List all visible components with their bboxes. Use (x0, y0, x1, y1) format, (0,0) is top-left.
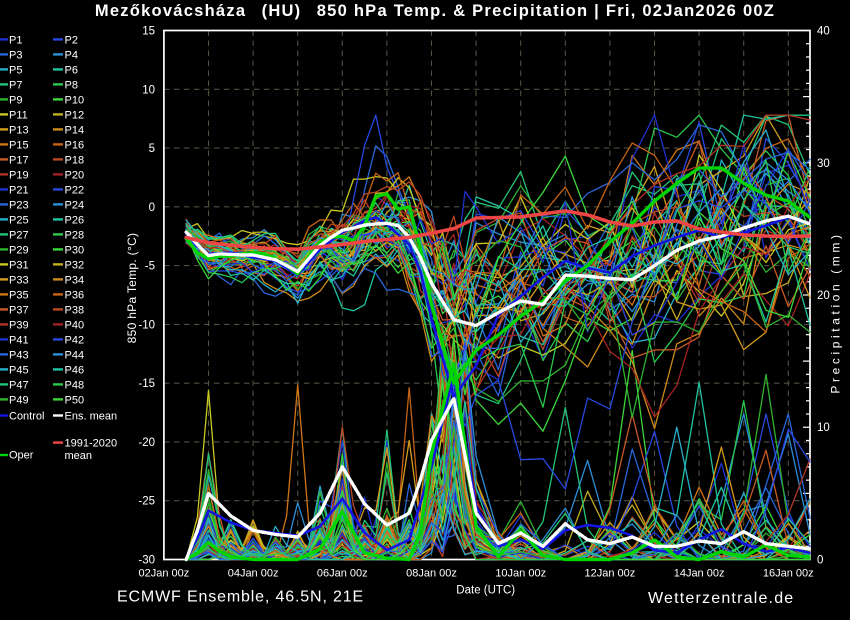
svg-text:P10: P10 (65, 95, 85, 107)
svg-text:P3: P3 (9, 50, 22, 62)
svg-text:P48: P48 (65, 380, 85, 392)
svg-text:P9: P9 (9, 95, 22, 107)
svg-text:P11: P11 (9, 110, 28, 122)
svg-text:P12: P12 (65, 110, 85, 122)
svg-text:P49: P49 (9, 395, 29, 407)
svg-text:P5: P5 (9, 65, 22, 77)
svg-text:ECMWF Ensemble, 46.5N, 21E: ECMWF Ensemble, 46.5N, 21E (117, 589, 364, 606)
svg-text:P15: P15 (9, 140, 29, 152)
svg-text:Date (UTC): Date (UTC) (456, 585, 515, 597)
svg-text:04Jan 00z: 04Jan 00z (228, 568, 279, 580)
svg-text:P26: P26 (65, 215, 85, 227)
svg-text:mean: mean (65, 450, 93, 462)
svg-text:40: 40 (817, 26, 830, 38)
svg-text:1991-2020: 1991-2020 (65, 437, 118, 449)
svg-text:-5: -5 (145, 261, 155, 273)
svg-text:P4: P4 (65, 50, 78, 62)
svg-text:30: 30 (817, 158, 830, 170)
svg-text:P19: P19 (9, 170, 29, 182)
svg-text:15: 15 (142, 26, 155, 38)
svg-text:P23: P23 (9, 200, 29, 212)
svg-text:-10: -10 (138, 319, 155, 331)
svg-text:P21: P21 (9, 185, 29, 197)
svg-text:0: 0 (149, 202, 155, 214)
svg-text:10Jan 00z: 10Jan 00z (495, 568, 546, 580)
svg-text:Ens. mean: Ens. mean (65, 411, 118, 423)
svg-text:P46: P46 (65, 365, 85, 377)
svg-text:20: 20 (817, 290, 830, 302)
svg-text:P45: P45 (9, 365, 29, 377)
svg-text:08Jan 00z: 08Jan 00z (406, 568, 457, 580)
svg-text:-15: -15 (138, 378, 155, 390)
svg-text:P33: P33 (9, 275, 29, 287)
svg-text:850 hPa Temp. (°C): 850 hPa Temp. (°C) (125, 233, 139, 344)
svg-text:P20: P20 (65, 170, 85, 182)
svg-text:-30: -30 (138, 555, 155, 567)
svg-text:P30: P30 (65, 245, 85, 257)
svg-text:Oper: Oper (9, 450, 34, 462)
svg-text:-25: -25 (138, 496, 155, 508)
svg-text:Wetterzentrale.de: Wetterzentrale.de (648, 590, 794, 607)
svg-text:16Jan 00z: 16Jan 00z (763, 568, 814, 580)
svg-text:P31: P31 (9, 260, 29, 272)
svg-text:14Jan 00z: 14Jan 00z (674, 568, 725, 580)
svg-text:P7: P7 (9, 80, 22, 92)
svg-text:P38: P38 (65, 305, 85, 317)
svg-text:02Jan 00z: 02Jan 00z (139, 568, 190, 580)
svg-text:P41: P41 (9, 335, 29, 347)
svg-text:P36: P36 (65, 290, 85, 302)
svg-text:P29: P29 (9, 245, 29, 257)
svg-text:P2: P2 (65, 35, 78, 47)
svg-text:P22: P22 (65, 185, 85, 197)
svg-text:P17: P17 (9, 155, 29, 167)
svg-text:P1: P1 (9, 35, 22, 47)
svg-text:P43: P43 (9, 350, 29, 362)
svg-text:P24: P24 (65, 200, 85, 212)
svg-text:P27: P27 (9, 230, 29, 242)
svg-text:P16: P16 (65, 140, 85, 152)
svg-text:P35: P35 (9, 290, 29, 302)
svg-text:P32: P32 (65, 260, 85, 272)
svg-text:12Jan 00z: 12Jan 00z (585, 568, 636, 580)
svg-text:P37: P37 (9, 305, 29, 317)
svg-text:P25: P25 (9, 215, 29, 227)
svg-text:P40: P40 (65, 320, 85, 332)
svg-text:P42: P42 (65, 335, 85, 347)
svg-text:P18: P18 (65, 155, 85, 167)
svg-text:P34: P34 (65, 275, 85, 287)
svg-text:P39: P39 (9, 320, 29, 332)
svg-text:Precipitation (mm): Precipitation (mm) (829, 231, 843, 393)
svg-text:P47: P47 (9, 380, 29, 392)
svg-text:P8: P8 (65, 80, 78, 92)
svg-text:P50: P50 (65, 395, 85, 407)
svg-text:-20: -20 (138, 437, 155, 449)
svg-text:P14: P14 (65, 125, 85, 137)
svg-text:P28: P28 (65, 230, 85, 242)
svg-text:P13: P13 (9, 125, 29, 137)
svg-text:5: 5 (149, 143, 155, 155)
svg-text:10: 10 (817, 422, 830, 434)
svg-text:0: 0 (817, 555, 823, 567)
svg-text:Mezőkovácsháza (HU) 850 hPa: Mezőkovácsháza (HU) 850 hPa Temp. & Prec… (95, 2, 775, 20)
svg-text:06Jan 00z: 06Jan 00z (317, 568, 368, 580)
svg-text:P6: P6 (65, 65, 78, 77)
svg-text:Control: Control (9, 411, 44, 423)
svg-text:10: 10 (142, 84, 155, 96)
svg-text:P44: P44 (65, 350, 85, 362)
